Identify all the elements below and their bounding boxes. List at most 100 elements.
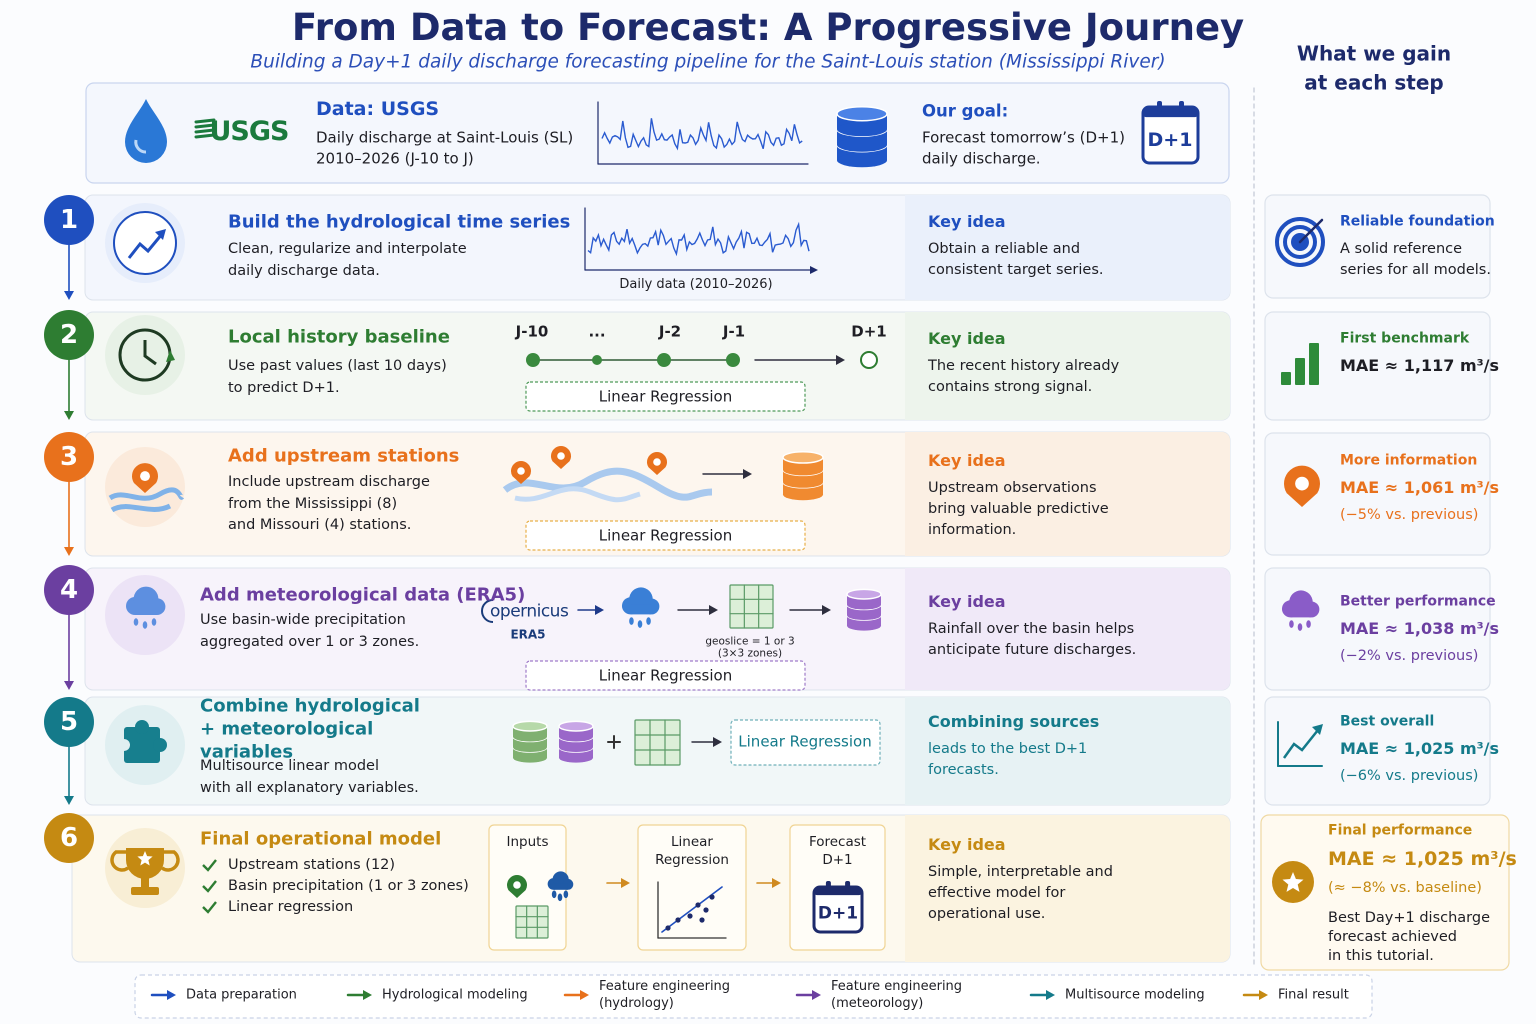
clock-icon	[166, 350, 175, 362]
check-icon	[202, 901, 217, 914]
title: From Data to Forecast: A Progressive Jou…	[291, 5, 1245, 49]
rain-drop	[557, 893, 563, 902]
key-title: Key idea	[928, 835, 1006, 854]
arrow-head	[64, 796, 74, 805]
side-title: at each step	[1304, 70, 1444, 95]
step-title: Final operational model	[200, 828, 442, 850]
model-box	[525, 660, 806, 691]
gain-card	[1264, 311, 1491, 421]
arrow-head	[621, 878, 630, 888]
rain-drop	[142, 621, 148, 629]
gain-title: Reliable foundation	[1340, 213, 1495, 230]
arrow-head	[772, 878, 781, 888]
arrow-head	[64, 291, 74, 300]
pin-icon	[653, 458, 661, 466]
key-panel	[905, 432, 1230, 556]
cloud-icon	[630, 604, 652, 615]
cloud-icon	[553, 883, 568, 890]
goal-title: Our goal:	[922, 101, 1009, 121]
model-box	[525, 520, 806, 551]
arrow-head	[167, 990, 176, 1000]
database-icon	[783, 464, 823, 476]
calendar-icon	[1179, 101, 1184, 112]
trophy-icon	[126, 848, 164, 879]
gain-text: MAE ≈ 1,117 m³/s	[1340, 356, 1500, 375]
grid-icon	[515, 905, 549, 939]
rain-drop	[1297, 623, 1303, 631]
gain-title: Final performance	[1328, 822, 1473, 839]
source-logo: opernicus	[490, 601, 569, 622]
key-panel	[905, 815, 1230, 962]
legend-label: Final result	[1278, 987, 1349, 1003]
scatter-point	[709, 894, 715, 900]
grid-caption: geoslice = 1 or 3	[705, 635, 795, 648]
clock-icon	[143, 340, 157, 366]
key-text: leads to the best D+1	[928, 740, 1088, 757]
key-text: bring valuable predictive	[928, 500, 1109, 517]
arrow-head	[822, 605, 831, 615]
key-title: Combining sources	[928, 712, 1100, 731]
puzzle-icon	[118, 739, 130, 751]
key-title: Key idea	[928, 329, 1006, 348]
gain-note: Best Day+1 discharge	[1328, 909, 1490, 926]
target-icon	[1283, 225, 1317, 259]
legend-label: Hydrological modeling	[382, 987, 528, 1003]
timeline-point	[592, 355, 602, 365]
timeline-label: D+1	[851, 322, 887, 341]
step-title: Combine hydrological + meteorological va…	[200, 695, 420, 763]
arrow-head	[1259, 990, 1268, 1000]
pipeline-label: Forecast D+1	[808, 834, 867, 868]
star-icon	[1282, 872, 1304, 892]
database-icon	[847, 621, 881, 631]
target-icon	[1275, 217, 1325, 267]
step-title: Local history baseline	[228, 326, 450, 348]
key-text: operational use.	[928, 905, 1046, 922]
step-description: with all explanatory variables.	[200, 779, 419, 796]
gain-text: MAE ≈ 1,061 m³/s	[1340, 478, 1500, 497]
step-number-circle	[44, 195, 94, 245]
database-icon	[559, 742, 593, 753]
pin-icon	[557, 452, 565, 460]
legend-box	[134, 974, 1373, 1019]
arrow-head	[64, 547, 74, 556]
step-description: and Missouri (4) stations.	[228, 516, 412, 533]
trophy-icon	[110, 850, 180, 872]
pipeline-label: Linear Regression	[655, 834, 729, 868]
step-description: daily discharge data.	[228, 262, 380, 279]
arrow-head	[713, 737, 722, 747]
badge: D+1	[1147, 129, 1193, 152]
gain-card	[1260, 814, 1510, 971]
intro-text: Daily discharge at Saint-Louis (SL)	[316, 128, 574, 147]
rain-drop	[1289, 620, 1294, 628]
gain-note: in this tutorial.	[1328, 947, 1434, 964]
gain-mae: MAE ≈ 1,025 m³/s	[1328, 848, 1517, 871]
checklist-item: Upstream stations (12)	[228, 856, 396, 873]
step-title: Add meteorological data (ERA5)	[200, 584, 526, 606]
rain-drop	[551, 890, 557, 899]
legend-label: Feature engineering (meteorology)	[831, 979, 963, 1011]
scatter-point	[695, 902, 701, 908]
timeline-label: J-2	[658, 322, 682, 341]
step-number: 3	[59, 441, 79, 472]
gain-text: A solid reference	[1340, 240, 1463, 257]
pin-icon	[140, 471, 150, 482]
arrow-head	[836, 355, 845, 365]
database-icon	[837, 122, 887, 137]
scatter-point	[665, 925, 671, 931]
trend-icon	[127, 233, 164, 259]
pipeline-box	[637, 824, 747, 951]
key-panel	[905, 312, 1230, 420]
hydrograph-line	[587, 221, 810, 257]
bar-icon	[1309, 343, 1319, 385]
hydrograph-line	[601, 118, 803, 151]
scatter-point	[687, 913, 693, 919]
timeline-label: J-10	[515, 322, 549, 341]
key-text: anticipate future discharges.	[928, 641, 1137, 658]
chart-icon	[1312, 724, 1323, 735]
database-icon	[558, 720, 594, 732]
gain-text: (≈ −8% vs. baseline)	[1328, 879, 1482, 896]
target-icon	[1298, 218, 1324, 244]
gain-text: series for all models.	[1340, 261, 1491, 278]
